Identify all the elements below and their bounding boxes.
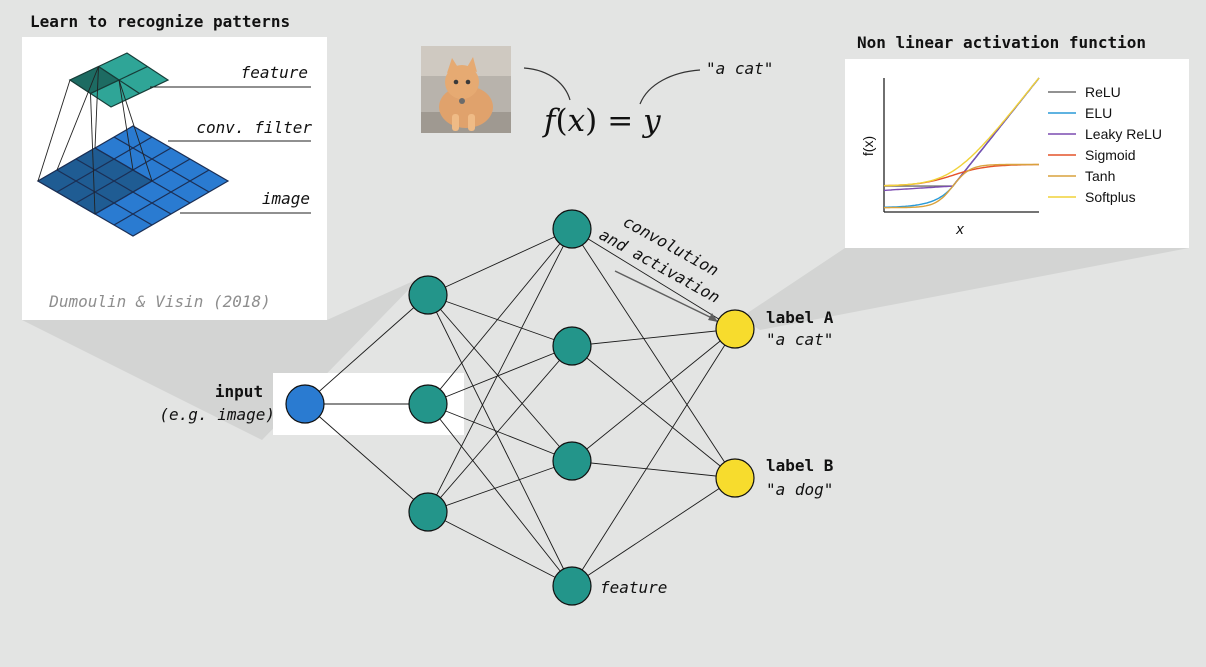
network-edge — [571, 328, 736, 587]
network-edge — [427, 345, 573, 513]
network-edge — [571, 228, 736, 330]
activation-chart: f(x) x ReLU ELU Leaky ReLU Sigmoid Tanh Softp… — [860, 77, 1162, 238]
network-edge — [427, 345, 573, 405]
network-edge — [571, 477, 736, 587]
hidden-node-feature-label: feature — [600, 578, 667, 597]
network-edge — [427, 511, 573, 587]
citation: Dumoulin & Visin (2018) — [48, 292, 271, 311]
output-a-label: label A — [766, 308, 834, 327]
x-axis-label: x — [955, 221, 964, 238]
right-panel-title: Non linear activation function — [857, 33, 1146, 52]
output-node-2 — [715, 458, 755, 498]
left-zoom-wedge — [22, 278, 420, 440]
legend-label: Tanh — [1085, 168, 1115, 184]
formula-close-paren: ) — [585, 103, 597, 139]
network-edge — [304, 403, 429, 513]
network-edges — [304, 228, 736, 587]
hidden-node-layer2-2 — [552, 326, 592, 366]
network-edge — [427, 403, 573, 587]
network-edge — [571, 328, 736, 347]
hidden-node-layer1-2 — [408, 384, 448, 424]
right-panel — [845, 59, 1189, 248]
formula-open-paren: ( — [555, 103, 567, 139]
legend-label: Softplus — [1085, 189, 1136, 205]
network-edge — [427, 294, 573, 347]
network-edge — [571, 345, 736, 479]
curve-tanh — [884, 163, 1039, 209]
legend-label: ReLU — [1085, 84, 1121, 100]
network-edge — [427, 460, 573, 513]
output-node-1 — [715, 309, 755, 349]
activation-curves — [883, 77, 1040, 209]
output-b-label: label B — [766, 456, 834, 475]
network-edge — [427, 294, 573, 462]
network-edge — [304, 294, 429, 405]
formula-output-connector — [639, 69, 701, 105]
hidden-node-layer2-3 — [552, 441, 592, 481]
right-zoom-wedge — [740, 248, 1189, 330]
label-image: image — [262, 189, 310, 208]
convolution-illustration — [36, 52, 311, 237]
y-axis-label: f(x) — [860, 136, 876, 156]
input-node-1 — [285, 384, 325, 424]
formula-y: y — [641, 103, 661, 139]
legend-label: Sigmoid — [1085, 147, 1136, 163]
input-label: input — [215, 382, 263, 401]
convolution-arrow — [614, 270, 717, 321]
network-edge — [427, 228, 573, 405]
convolution-arrowhead — [708, 313, 718, 322]
curve-softplus — [883, 77, 1040, 187]
legend-label: Leaky ReLU — [1085, 126, 1162, 142]
formula-x: x — [568, 103, 586, 139]
label-feature: feature — [241, 63, 308, 82]
network-edge — [427, 403, 573, 462]
formula: f(x) = y — [542, 103, 661, 139]
left-panel-title: Learn to recognize patterns — [30, 12, 290, 31]
network-edge — [427, 228, 573, 296]
label-conv-filter: conv. filter — [196, 118, 312, 137]
hidden-node-layer1-1 — [408, 275, 448, 315]
formula-input-connector — [523, 67, 571, 101]
output-b-sublabel: "a dog" — [766, 480, 833, 499]
legend-label: ELU — [1085, 105, 1112, 121]
hidden-node-layer2-1 — [552, 209, 592, 249]
network-edge — [571, 460, 736, 479]
formula-equals: = — [607, 103, 633, 139]
cat-photo — [421, 46, 511, 133]
formula-output-quote: "a cat" — [706, 59, 773, 78]
hidden-node-layer1-3 — [408, 492, 448, 532]
network-edge — [571, 228, 736, 479]
network-edge — [427, 294, 573, 587]
output-a-sublabel: "a cat" — [766, 330, 833, 349]
network-edge — [571, 328, 736, 462]
network-edge — [427, 228, 573, 513]
network-nodes — [285, 209, 755, 606]
activation-legend: ReLU ELU Leaky ReLU Sigmoid Tanh Softplus — [1048, 84, 1162, 205]
input-sublabel: (e.g. image) — [159, 405, 275, 424]
hidden-node-layer2-4 — [552, 566, 592, 606]
